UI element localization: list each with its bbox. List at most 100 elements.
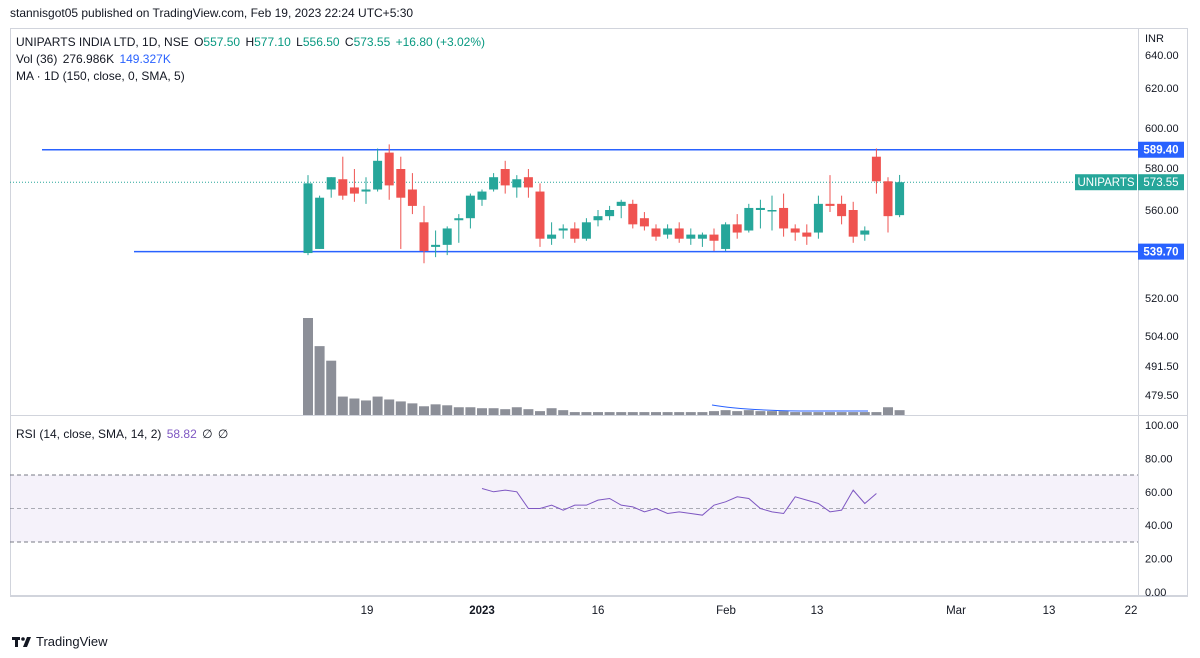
candle-body — [570, 228, 580, 239]
volume-bar — [616, 412, 627, 415]
candle[interactable] — [547, 222, 557, 245]
symbol-price-tag: UNIPARTS 573.55 — [1075, 174, 1184, 191]
candle[interactable] — [871, 148, 881, 194]
candle[interactable] — [523, 169, 533, 198]
candle-body — [431, 244, 441, 247]
candle[interactable] — [500, 160, 510, 194]
candle-body — [871, 156, 881, 182]
candle-body — [767, 210, 777, 212]
volume-bar — [303, 318, 313, 415]
candle-body — [755, 207, 765, 210]
volume-bar — [755, 411, 766, 415]
volume-bar — [813, 412, 824, 415]
candle[interactable] — [848, 201, 858, 243]
volume-bar — [430, 404, 441, 415]
candle[interactable] — [465, 193, 475, 229]
candle[interactable] — [593, 210, 603, 227]
candle[interactable] — [767, 195, 777, 231]
candle[interactable] — [442, 226, 452, 256]
time-tick-label: 13 — [1043, 605, 1056, 617]
candle[interactable] — [512, 175, 522, 198]
candle[interactable] — [674, 222, 684, 243]
candle[interactable] — [744, 203, 754, 233]
candle-body — [454, 218, 464, 221]
rsi-legend[interactable]: RSI (14, close, SMA, 14, 2) 58.82 ∅ ∅ — [16, 427, 230, 441]
candle[interactable] — [326, 177, 336, 198]
candle[interactable] — [709, 228, 719, 251]
time-axis[interactable]: 19 2023 16 Feb 13 Mar 13 22 — [361, 605, 1138, 617]
candle[interactable] — [837, 195, 847, 225]
candle-body — [732, 224, 742, 233]
volume-bar — [778, 411, 789, 415]
volume-bar — [662, 412, 673, 415]
currency-label: INR — [1145, 33, 1164, 45]
candle[interactable] — [361, 177, 371, 204]
candle[interactable] — [477, 189, 487, 206]
candle-body — [616, 201, 626, 206]
tradingview-footer[interactable]: TradingView — [12, 634, 108, 649]
candles[interactable] — [303, 144, 905, 264]
candle[interactable] — [813, 195, 823, 239]
candle[interactable] — [373, 148, 383, 192]
candle[interactable] — [303, 175, 313, 256]
symbol-title: UNIPARTS INDIA LTD, 1D, NSE — [16, 35, 189, 49]
price-axis[interactable]: 640.00620.00600.00580.00560.00540.00520.… — [1145, 50, 1179, 402]
candle[interactable] — [825, 175, 835, 213]
low-value: 556.50 — [302, 35, 340, 49]
candle[interactable] — [860, 226, 870, 241]
rsi-axis[interactable]: 100.00 80.00 60.00 40.00 20.00 0.00 — [1145, 420, 1179, 599]
candle[interactable] — [338, 156, 348, 200]
volume-bar — [569, 412, 580, 415]
candle[interactable] — [639, 212, 649, 231]
candle[interactable] — [779, 193, 789, 237]
candle[interactable] — [616, 199, 626, 219]
candle[interactable] — [721, 222, 731, 251]
candle[interactable] — [663, 224, 673, 239]
volume-legend[interactable]: Vol (36) 276.986K 149.327K — [16, 52, 173, 66]
volume-bar — [674, 412, 685, 415]
candle[interactable] — [535, 183, 545, 247]
candle[interactable] — [802, 224, 812, 245]
candle[interactable] — [558, 224, 568, 239]
ma-legend[interactable]: MA · 1D (150, close, 0, SMA, 5) — [16, 69, 187, 83]
candle[interactable] — [431, 230, 441, 258]
candle[interactable] — [605, 205, 615, 221]
candle[interactable] — [790, 224, 800, 241]
candle-body — [396, 169, 406, 198]
candle[interactable] — [454, 214, 464, 243]
candle[interactable] — [628, 199, 638, 229]
candle[interactable] — [489, 173, 499, 192]
candle[interactable] — [570, 222, 580, 243]
candle[interactable] — [396, 156, 406, 249]
volume-bar — [627, 412, 638, 415]
candle[interactable] — [732, 214, 742, 239]
candle-body — [802, 232, 812, 237]
time-tick-label: 2023 — [469, 605, 495, 617]
rsi-tick-label: 0.00 — [1145, 587, 1166, 599]
candle[interactable] — [651, 224, 661, 241]
symbol-legend[interactable]: UNIPARTS INDIA LTD, 1D, NSE O557.50 H577… — [16, 35, 487, 49]
volume-ma-value: 149.327K — [119, 52, 171, 66]
candle[interactable] — [697, 232, 707, 247]
candle[interactable] — [419, 205, 429, 264]
volume-bar — [384, 399, 395, 415]
candle[interactable] — [883, 177, 893, 233]
candle[interactable] — [407, 173, 417, 215]
candle[interactable] — [686, 228, 696, 245]
price-tick-label: 620.00 — [1145, 83, 1179, 95]
candle-body — [581, 222, 591, 239]
candle[interactable] — [315, 195, 325, 249]
candle[interactable] — [349, 169, 359, 202]
candle[interactable] — [384, 144, 394, 200]
published-header: stannisgot05 published on TradingView.co… — [10, 6, 414, 20]
volume-bar — [859, 412, 870, 415]
candle-body — [605, 210, 615, 217]
time-tick-label: 22 — [1125, 605, 1138, 617]
volume-bar — [639, 412, 650, 415]
candle[interactable] — [755, 199, 765, 229]
chart-frame — [10, 28, 1188, 596]
candle[interactable] — [581, 218, 591, 241]
candle[interactable] — [895, 174, 905, 218]
volume-bar — [685, 412, 696, 415]
